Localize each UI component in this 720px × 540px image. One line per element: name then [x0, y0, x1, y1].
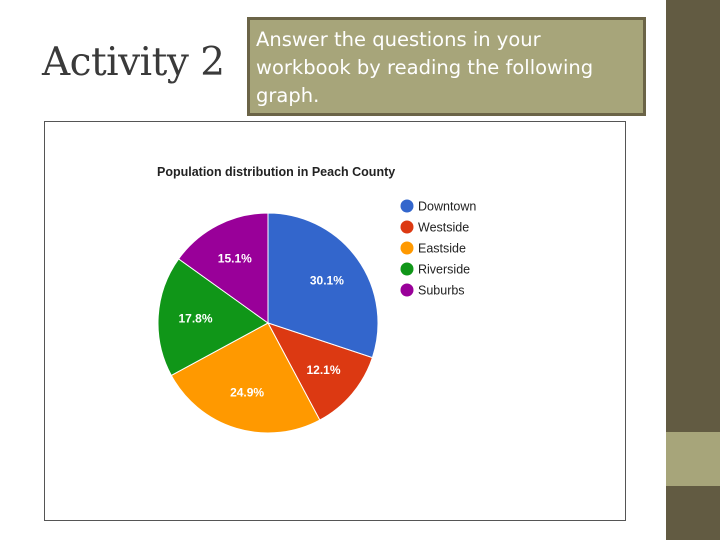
chart-frame: Population distribution in Peach County …: [44, 121, 626, 521]
slice-label-riverside: 17.8%: [178, 311, 212, 325]
instructions-callout: Answer the questions in your workbook by…: [247, 17, 646, 116]
pie-slice-riverside: [157, 258, 269, 377]
legend-label-riverside: Riverside: [418, 263, 470, 277]
chart-legend: Downtown Westside Eastside Riverside Suburbs: [400, 199, 476, 298]
pie-slice-downtown: [267, 212, 379, 359]
pie-slices: [157, 212, 379, 434]
slice-label-eastside: 24.9%: [230, 386, 264, 400]
legend-label-eastside: Eastside: [418, 242, 466, 256]
slice-label-suburbs: 15.1%: [218, 251, 252, 265]
slice-label-downtown: 30.1%: [310, 274, 344, 288]
instructions-text: Answer the questions in your workbook by…: [256, 28, 594, 107]
pie-slice-labels: 30.1% 12.1% 24.9% 17.8% 15.1%: [178, 251, 344, 399]
pie-slice-westside: [266, 322, 374, 421]
legend-swatch-suburbs: [400, 283, 414, 297]
legend-swatch-westside: [400, 220, 414, 234]
legend-label-westside: Westside: [418, 221, 469, 235]
slide-title: Activity 2: [42, 40, 225, 85]
legend-label-downtown: Downtown: [418, 200, 476, 214]
pie-chart: Population distribution in Peach County …: [157, 165, 476, 434]
right-side-bar-accent: [666, 432, 720, 486]
pie-slice-suburbs: [177, 212, 269, 324]
chart-title: Population distribution in Peach County: [157, 165, 395, 179]
slice-label-westside: 12.1%: [306, 363, 340, 377]
legend-swatch-riverside: [400, 262, 414, 276]
pie-slice-eastside: [170, 322, 321, 434]
legend-swatch-eastside: [400, 241, 414, 255]
legend-swatch-downtown: [400, 199, 414, 213]
legend-label-suburbs: Suburbs: [418, 284, 465, 298]
